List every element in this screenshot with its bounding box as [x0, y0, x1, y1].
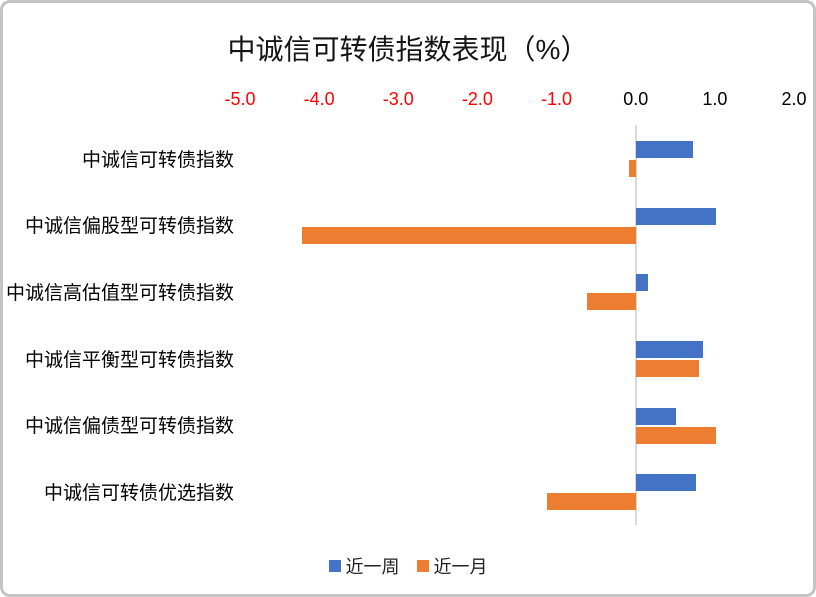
x-tick-label: 0.0 — [623, 89, 649, 109]
legend-label: 近一月 — [433, 557, 488, 577]
bar-近一月 — [635, 426, 716, 444]
category-label: 中诚信偏债型可转债指数 — [24, 416, 234, 438]
legend-swatch-icon — [416, 560, 429, 572]
bar-近一周 — [635, 341, 703, 358]
legend-item: 近一月 — [416, 553, 488, 579]
legend-item: 近一周 — [328, 553, 400, 579]
x-tick-label: -3.0 — [382, 89, 414, 109]
zero-axis-line — [634, 125, 637, 525]
category-label: 中诚信偏股型可转债指数 — [24, 216, 234, 238]
legend-label: 近一周 — [345, 557, 400, 577]
bar-近一月 — [301, 226, 636, 244]
bar-近一周 — [635, 141, 694, 158]
x-tick-label: 2.0 — [781, 89, 807, 109]
legend: 近一周 近一月 — [3, 553, 813, 579]
category-label: 中诚信可转债指数 — [81, 149, 234, 171]
x-tick-label: -5.0 — [224, 89, 256, 109]
bar-近一月 — [628, 160, 636, 177]
chart-title: 中诚信可转债指数表现（%） — [227, 34, 589, 65]
bar-近一周 — [635, 407, 677, 425]
x-tick-label: -2.0 — [461, 89, 493, 109]
legend-swatch-icon — [328, 560, 341, 572]
x-tick-label: -4.0 — [303, 89, 335, 109]
category-label: 中诚信高估值型可转债指数 — [5, 283, 234, 305]
x-tick-label: -1.0 — [541, 89, 573, 109]
category-label: 中诚信可转债优选指数 — [43, 483, 234, 505]
x-tick-label: 1.0 — [702, 89, 728, 109]
bar-近一月 — [586, 293, 636, 311]
bar-近一月 — [547, 493, 636, 511]
bar-近一周 — [635, 474, 696, 492]
bar-近一周 — [635, 207, 717, 225]
bar-近一周 — [635, 274, 649, 292]
bar-近一月 — [635, 360, 700, 377]
category-label: 中诚信平衡型可转债指数 — [24, 349, 234, 371]
